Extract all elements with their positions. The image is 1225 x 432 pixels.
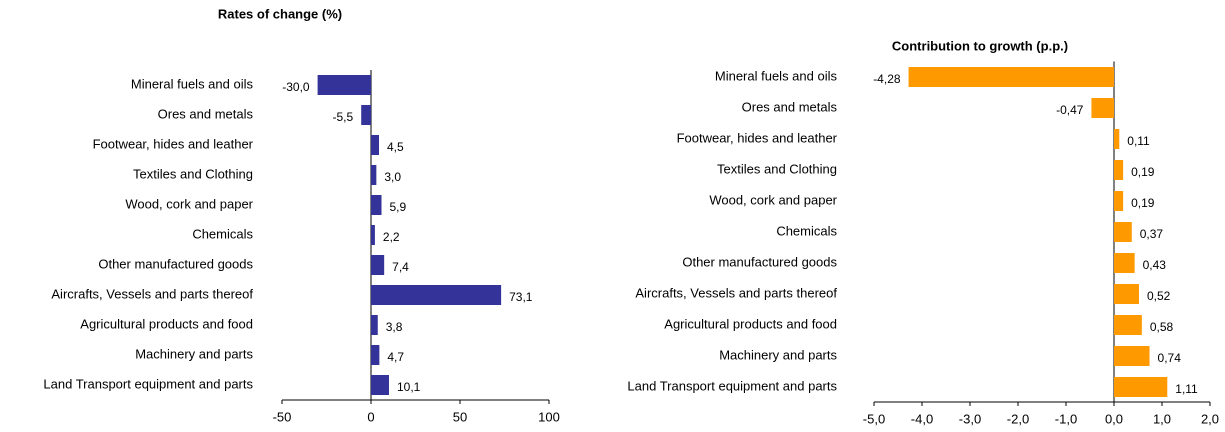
bar — [371, 375, 389, 395]
category-label: Land Transport equipment and parts — [43, 376, 253, 391]
value-label: -30,0 — [282, 80, 310, 94]
x-tick-label: -3,0 — [959, 411, 981, 426]
category-label: Wood, cork and paper — [709, 192, 837, 207]
x-tick-label: 100 — [538, 409, 560, 424]
category-label: Other manufactured goods — [98, 256, 253, 271]
category-label: Footwear, hides and leather — [677, 130, 838, 145]
category-label: Chemicals — [776, 223, 837, 238]
bar — [1114, 346, 1150, 366]
value-label: 5,9 — [390, 200, 407, 214]
x-tick-label: -50 — [273, 409, 292, 424]
bar — [371, 285, 502, 305]
value-label: 2,2 — [383, 230, 400, 244]
value-label: 1,11 — [1175, 382, 1198, 396]
bar — [371, 135, 380, 155]
category-label: Land Transport equipment and parts — [627, 378, 837, 393]
x-tick-label: -5,0 — [863, 411, 885, 426]
bar — [371, 225, 375, 245]
category-label: Textiles and Clothing — [717, 161, 837, 176]
bar — [371, 315, 378, 335]
value-label: 0,19 — [1131, 196, 1155, 210]
category-label: Agricultural products and food — [664, 316, 837, 331]
bar — [1114, 160, 1124, 180]
category-label: Ores and metals — [742, 99, 838, 114]
value-label: 4,5 — [387, 140, 404, 154]
bar — [317, 75, 371, 95]
chart-title: Contribution to growth (p.p.) — [892, 38, 1068, 53]
bar — [1114, 253, 1135, 273]
bar — [908, 67, 1114, 87]
category-label: Agricultural products and food — [80, 316, 253, 331]
category-label: Textiles and Clothing — [133, 166, 253, 181]
bar — [1114, 129, 1120, 149]
bar — [1114, 315, 1142, 335]
value-label: 4,7 — [387, 350, 404, 364]
value-label: -5,5 — [333, 110, 354, 124]
x-tick-label: 50 — [453, 409, 467, 424]
category-label: Aircrafts, Vessels and parts thereof — [635, 285, 837, 300]
bar — [1114, 284, 1139, 304]
value-label: 0,58 — [1150, 320, 1174, 334]
value-label: 0,37 — [1140, 227, 1164, 241]
value-label: 3,8 — [386, 320, 403, 334]
category-label: Chemicals — [192, 226, 253, 241]
value-label: 10,1 — [397, 380, 421, 394]
value-label: 3,0 — [384, 170, 401, 184]
x-tick-label: 0,0 — [1105, 411, 1123, 426]
bar — [1114, 191, 1124, 211]
x-tick-label: -4,0 — [911, 411, 933, 426]
bar — [1114, 377, 1168, 397]
bar — [361, 105, 371, 125]
category-label: Ores and metals — [158, 106, 254, 121]
category-label: Machinery and parts — [719, 347, 837, 362]
value-label: 7,4 — [392, 260, 409, 274]
chart-title: Rates of change (%) — [218, 6, 342, 21]
category-label: Aircrafts, Vessels and parts thereof — [51, 286, 253, 301]
x-tick-label: 1,0 — [1153, 411, 1171, 426]
category-label: Mineral fuels and oils — [715, 68, 838, 83]
bar — [1114, 222, 1132, 242]
value-label: 0,19 — [1131, 165, 1155, 179]
category-label: Other manufactured goods — [682, 254, 837, 269]
value-label: 0,74 — [1158, 351, 1182, 365]
category-label: Footwear, hides and leather — [93, 136, 254, 151]
x-tick-label: -2,0 — [1007, 411, 1029, 426]
category-label: Wood, cork and paper — [125, 196, 253, 211]
value-label: -4,28 — [873, 72, 901, 86]
value-label: 0,52 — [1147, 289, 1171, 303]
bar — [371, 345, 380, 365]
bar — [1091, 98, 1114, 118]
x-tick-label: 0 — [367, 409, 374, 424]
value-label: 0,11 — [1127, 134, 1150, 148]
category-label: Machinery and parts — [135, 346, 253, 361]
value-label: 73,1 — [509, 290, 533, 304]
bar — [371, 165, 377, 185]
x-tick-label: -1,0 — [1055, 411, 1077, 426]
bar — [371, 195, 382, 215]
value-label: -0,47 — [1056, 103, 1084, 117]
value-label: 0,43 — [1143, 258, 1167, 272]
bar — [371, 255, 385, 275]
x-tick-label: 2,0 — [1201, 411, 1219, 426]
category-label: Mineral fuels and oils — [131, 76, 254, 91]
